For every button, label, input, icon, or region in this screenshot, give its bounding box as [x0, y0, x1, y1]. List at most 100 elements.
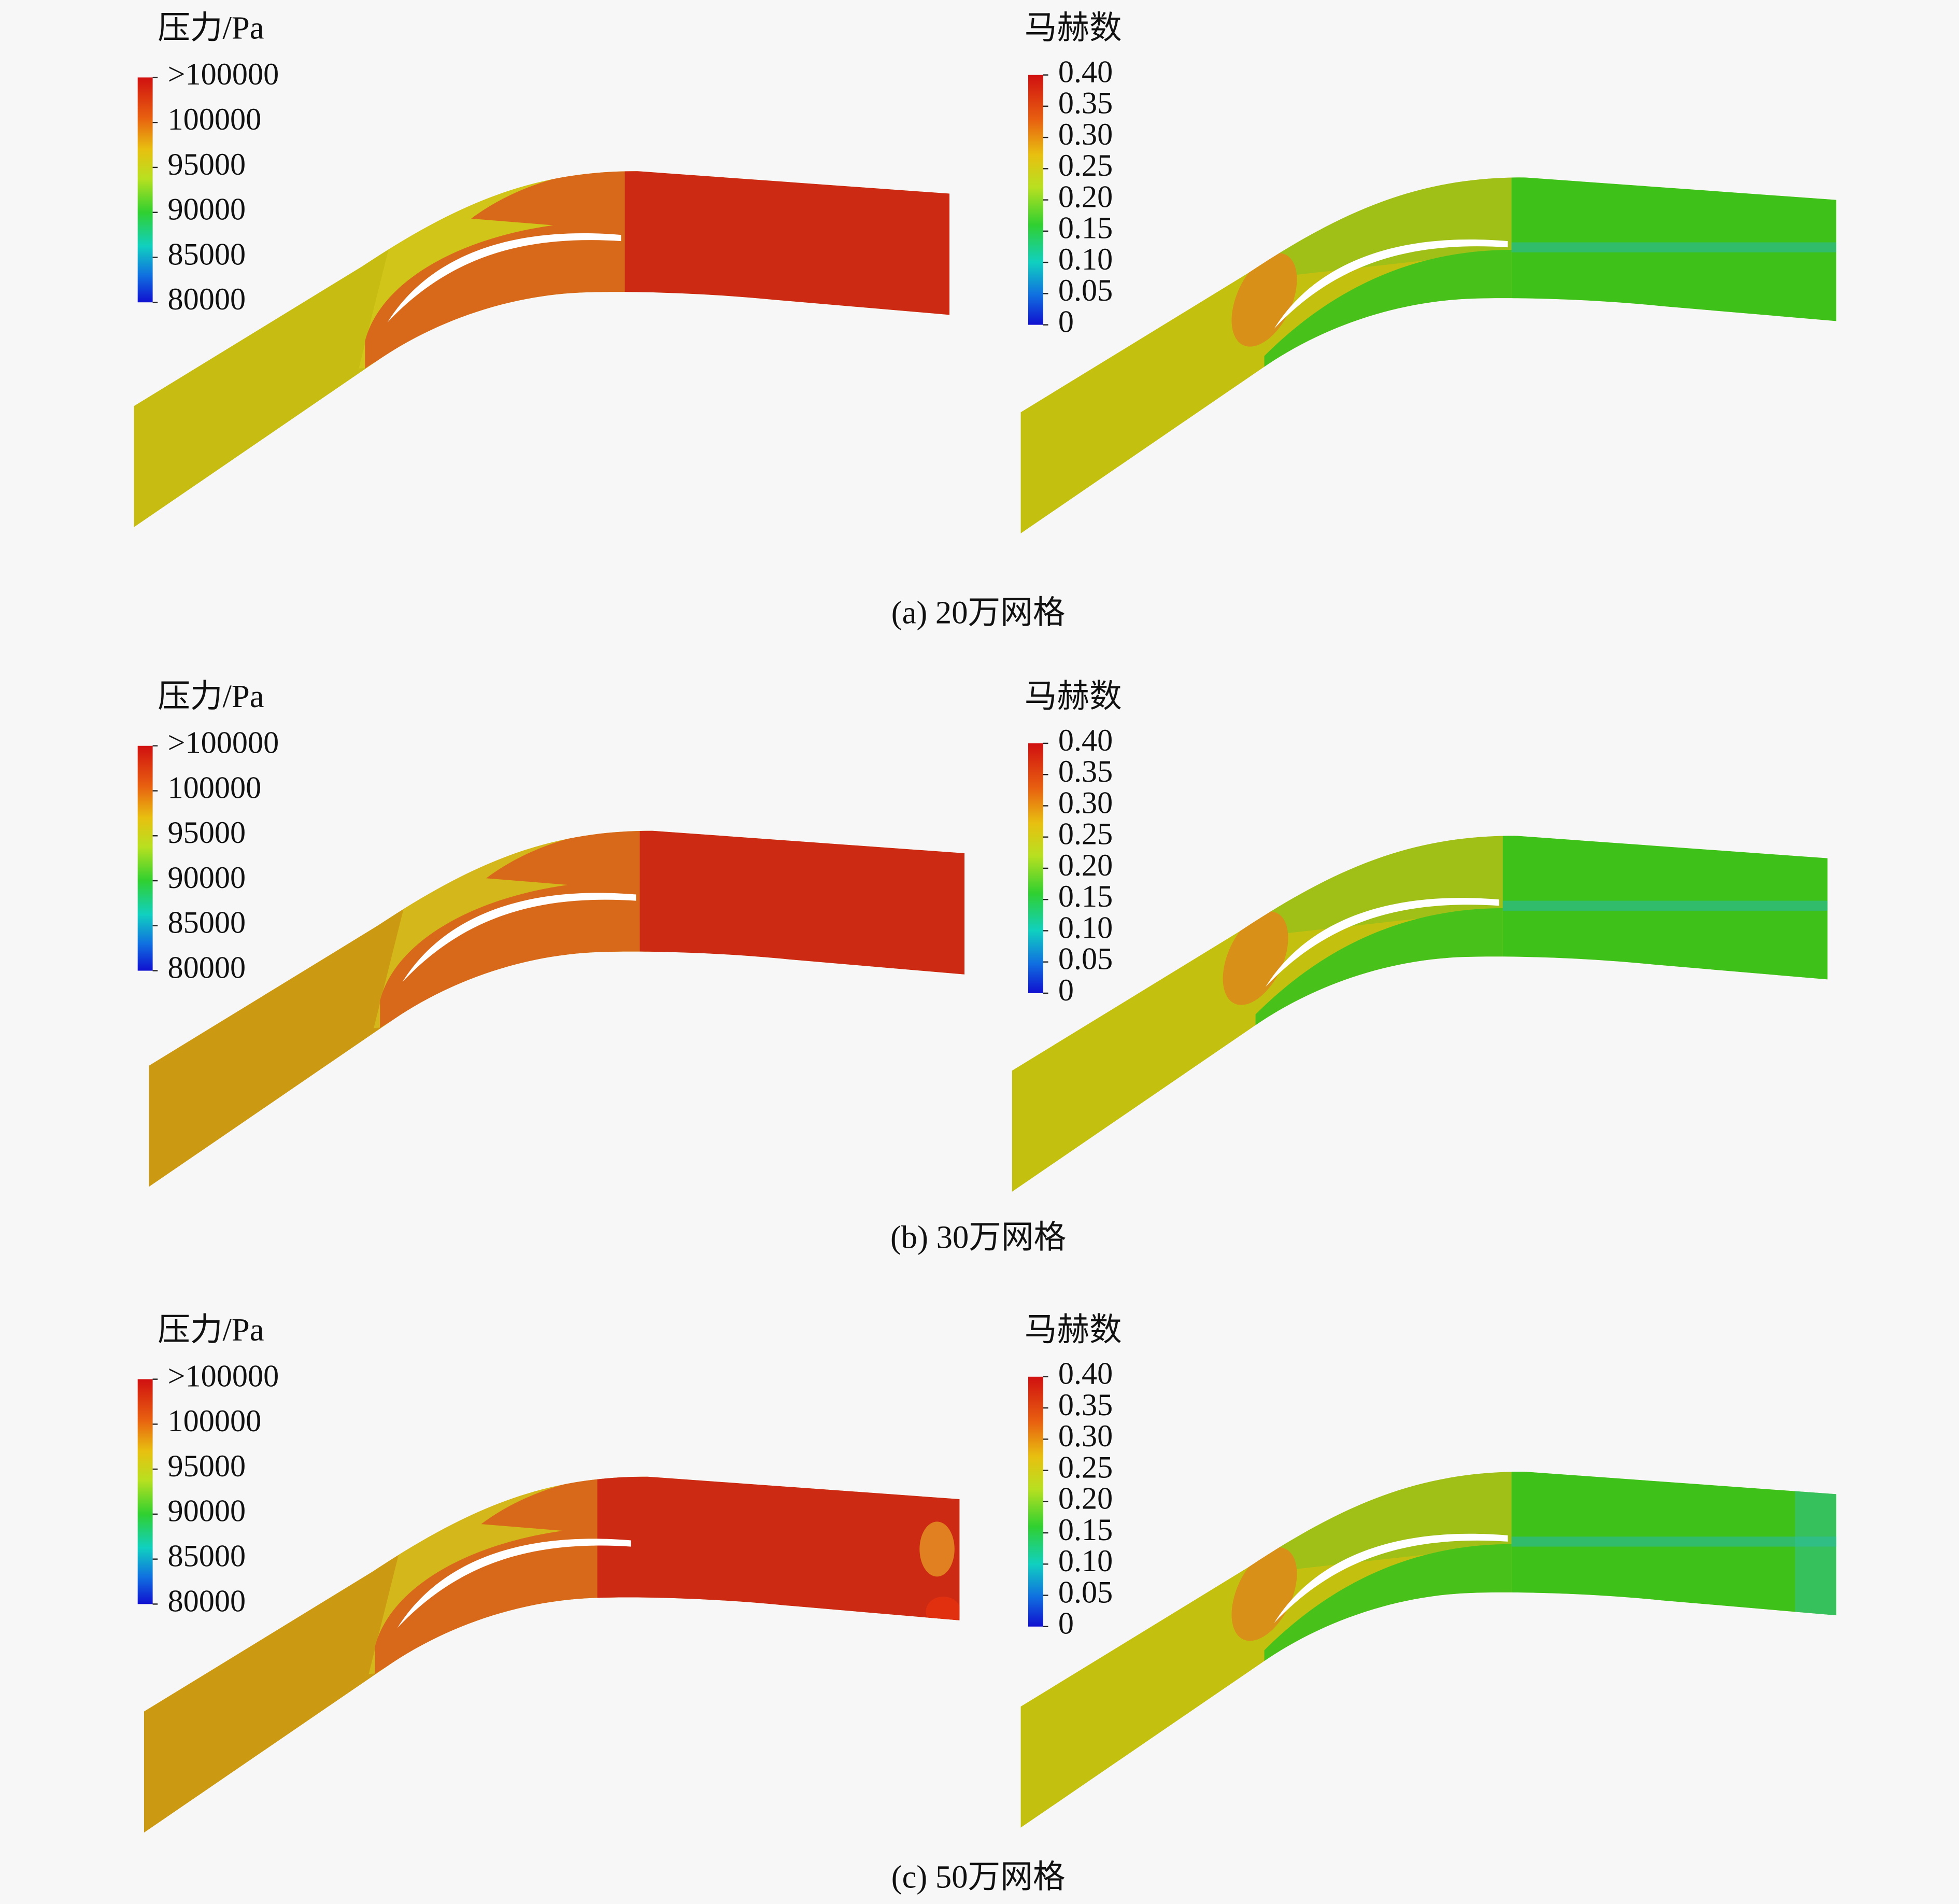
contour-fill: [134, 171, 950, 528]
region: [1270, 177, 1521, 275]
blade: [387, 233, 621, 322]
legend-label: 100000: [168, 1404, 262, 1438]
pressure-contour: [149, 830, 965, 1187]
legend-label: 0.30: [1058, 785, 1113, 820]
pressure-legend-title: 压力/Pa: [158, 1311, 264, 1348]
legend-label: 95000: [168, 815, 246, 850]
panel: 压力/Pa >100000 100000 95000 90000 85000 80000 马赫…: [134, 10, 1837, 630]
mach-contour: [1020, 177, 1837, 534]
legend-label: 0.15: [1058, 211, 1113, 246]
legend-label: 80000: [168, 282, 246, 317]
legend-label: 0.40: [1058, 1357, 1113, 1391]
contour-fill: [1012, 836, 1828, 1192]
region: [1502, 836, 1828, 1192]
legend-label: 0.30: [1058, 117, 1113, 152]
panel: 压力/Pa >100000 100000 95000 90000 85000 80000 马赫…: [137, 1311, 1837, 1895]
colorbar: [137, 77, 153, 303]
pressure-contour: [134, 171, 950, 528]
region: [1231, 253, 1297, 347]
region: [471, 171, 625, 231]
legend-label: 0.35: [1058, 1388, 1113, 1422]
legend-label: 95000: [168, 147, 246, 182]
legend-label: 90000: [168, 1494, 246, 1529]
legend-label: 0: [1058, 304, 1074, 339]
contour-fill: [144, 1476, 960, 1833]
contour-fill: [1020, 1471, 1837, 1828]
panel: 压力/Pa >100000 100000 95000 90000 85000 80000 马赫…: [137, 678, 1828, 1255]
blade: [402, 893, 636, 982]
legend-label: 85000: [168, 1539, 246, 1573]
mach-contour: [1020, 1471, 1837, 1828]
caption: (c) 50万网格: [891, 1858, 1066, 1895]
region: [1511, 242, 1837, 252]
legend-label: 95000: [168, 1449, 246, 1484]
pressure-legend-title: 压力/Pa: [158, 10, 264, 46]
blade: [1274, 239, 1508, 329]
mach-legend-title: 马赫数: [1025, 678, 1122, 714]
legend-label: 0.10: [1058, 910, 1113, 945]
legend-label: 100000: [168, 770, 262, 805]
legend-label: 0: [1058, 973, 1074, 1008]
colorbar: [137, 1379, 153, 1604]
mach-contour: [1012, 836, 1828, 1192]
region: [1502, 900, 1828, 911]
legend-label: 0.25: [1058, 148, 1113, 183]
legend-label: 0: [1058, 1606, 1074, 1641]
legend-label: 0.20: [1058, 1482, 1113, 1516]
region: [1270, 1471, 1521, 1569]
legend-label: 85000: [168, 237, 246, 272]
legend-label: 100000: [168, 102, 262, 137]
legend-label: 80000: [168, 1584, 246, 1618]
legend-label: 0.30: [1058, 1419, 1113, 1454]
pressure-legend-title: 压力/Pa: [158, 678, 264, 714]
legend-label: 0.40: [1058, 723, 1113, 758]
contour-fill: [149, 830, 965, 1187]
legend-label: 0.40: [1058, 54, 1113, 89]
pressure-contour: [144, 1476, 960, 1833]
legend-label: 0.10: [1058, 1544, 1113, 1578]
blade: [1265, 898, 1499, 987]
legend-label: 80000: [168, 950, 246, 985]
legend-label: >100000: [168, 57, 279, 92]
legend-label: 0.05: [1058, 942, 1113, 977]
caption: (b) 30万网格: [890, 1219, 1066, 1255]
legend-label: 0.10: [1058, 242, 1113, 277]
legend-label: >100000: [168, 726, 279, 760]
legend-label: 0.20: [1058, 179, 1113, 214]
legend-label: 0.25: [1058, 1450, 1113, 1485]
region: [1511, 1536, 1837, 1547]
caption: (a) 20万网格: [891, 594, 1066, 630]
region: [1223, 911, 1288, 1005]
region: [1511, 177, 1837, 534]
mach-legend-title: 马赫数: [1025, 10, 1122, 46]
colorbar: [1028, 1376, 1043, 1627]
legend-label: 0.15: [1058, 879, 1113, 914]
legend-label: 0.35: [1058, 86, 1113, 121]
legend-label: 0.05: [1058, 1575, 1113, 1610]
colorbar: [1028, 743, 1043, 993]
region: [1795, 1482, 1837, 1632]
legend-label: 0.05: [1058, 273, 1113, 308]
legend-label: 0.20: [1058, 848, 1113, 883]
legend-label: 0.25: [1058, 817, 1113, 852]
legend-label: 90000: [168, 192, 246, 227]
blade: [1274, 1533, 1508, 1623]
region: [1261, 836, 1512, 934]
region: [1231, 1547, 1297, 1641]
colorbar: [137, 745, 153, 971]
region: [481, 1476, 635, 1537]
legend-label: 85000: [168, 906, 246, 940]
legend-label: 0.35: [1058, 754, 1113, 789]
blade: [397, 1539, 631, 1628]
legend-label: 90000: [168, 861, 246, 895]
region: [926, 1596, 960, 1627]
colorbar: [1028, 75, 1043, 325]
region: [486, 830, 640, 891]
contour-fill: [1020, 177, 1837, 534]
legend-label: 0.15: [1058, 1513, 1113, 1547]
legend-label: >100000: [168, 1359, 279, 1393]
mach-legend-title: 马赫数: [1025, 1311, 1122, 1348]
region: [919, 1521, 955, 1577]
